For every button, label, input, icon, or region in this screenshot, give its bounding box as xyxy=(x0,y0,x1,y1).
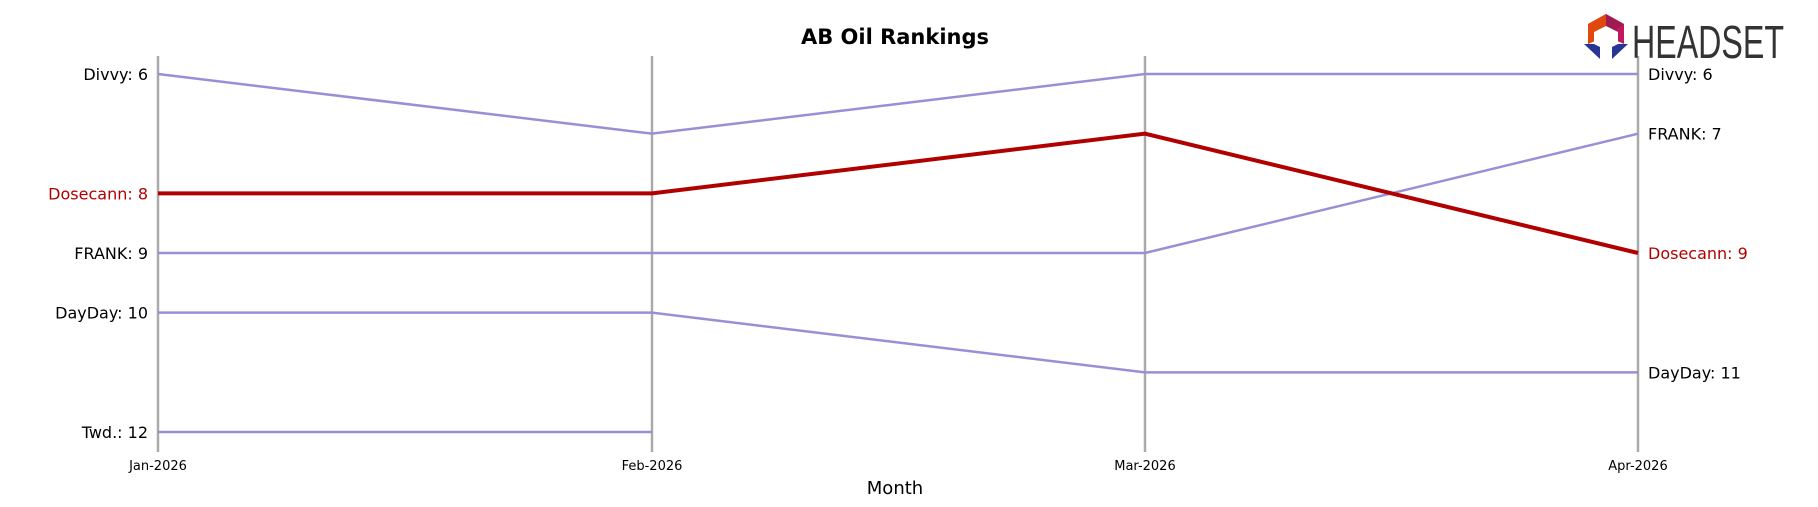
right-rank-labels: Divvy: 6 FRANK: 7 Dosecann: 9 DayDay: 11 xyxy=(1648,65,1748,382)
left-label-dayday-10: DayDay: 10 xyxy=(55,304,148,323)
series-line-dayday xyxy=(158,311,1638,374)
x-axis-label: Month xyxy=(867,478,923,499)
x-tick-labels: Jan-2026 Feb-2026 Mar-2026 Apr-2026 xyxy=(128,459,1668,474)
x-tick-jan-2026: Jan-2026 xyxy=(128,459,187,474)
x-tick-feb-2026: Feb-2026 xyxy=(622,459,683,474)
right-label-dosecann-9: Dosecann: 9 xyxy=(1648,244,1748,263)
series-line-divvy xyxy=(157,72,1638,135)
right-label-dayday-11: DayDay: 11 xyxy=(1648,363,1741,382)
left-label-twd-12: Twd.: 12 xyxy=(81,423,148,442)
left-rank-labels: Divvy: 6 Dosecann: 8 FRANK: 9 DayDay: 10 Twd… xyxy=(48,65,148,442)
right-label-frank-7: FRANK: 7 xyxy=(1648,125,1722,144)
left-label-dosecann-8: Dosecann: 8 xyxy=(48,184,148,203)
headset-logo-icon xyxy=(1584,14,1628,59)
right-label-divvy-6: Divvy: 6 xyxy=(1648,65,1713,84)
headset-logo: HEADSET xyxy=(1584,14,1784,68)
headset-logo-text: HEADSET xyxy=(1632,16,1784,68)
x-tick-mar-2026: Mar-2026 xyxy=(1114,459,1175,474)
left-label-divvy-6: Divvy: 6 xyxy=(83,65,148,84)
chart-title: AB Oil Rankings xyxy=(801,25,989,49)
x-tick-apr-2026: Apr-2026 xyxy=(1608,459,1667,474)
series-line-dosecann xyxy=(158,131,1639,255)
left-label-frank-9: FRANK: 9 xyxy=(74,244,148,263)
series-lines xyxy=(157,72,1639,434)
